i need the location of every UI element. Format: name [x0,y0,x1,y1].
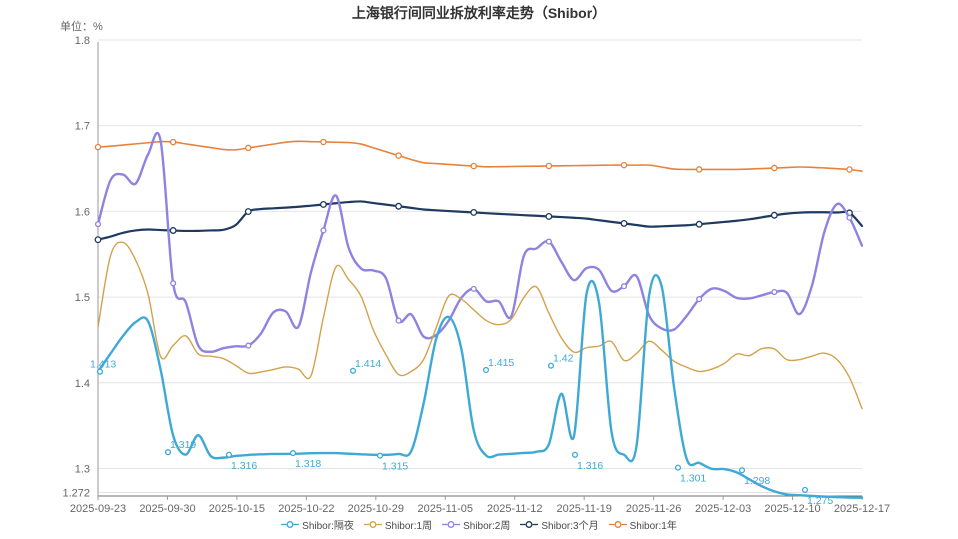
svg-text:1.319: 1.319 [170,439,196,451]
svg-text:2025-12-03: 2025-12-03 [695,503,751,515]
svg-text:1.414: 1.414 [355,358,381,370]
svg-text:1.318: 1.318 [295,458,321,470]
svg-text:2025-11-12: 2025-11-12 [487,503,542,515]
svg-text:2025-11-19: 2025-11-19 [556,503,611,515]
svg-text:2025-09-30: 2025-09-30 [139,503,195,515]
svg-text:2025-10-29: 2025-10-29 [348,503,404,515]
svg-text:2025-11-05: 2025-11-05 [418,503,473,515]
svg-text:1.5: 1.5 [75,292,90,304]
svg-text:1.316: 1.316 [577,460,603,472]
svg-text:1.42: 1.42 [553,353,574,365]
svg-text:1.6: 1.6 [75,206,90,218]
svg-text:1.3: 1.3 [75,464,90,476]
svg-text:2025-11-26: 2025-11-26 [626,503,681,515]
svg-text:1.4: 1.4 [75,378,90,390]
svg-text:2025-09-23: 2025-09-23 [70,503,126,515]
svg-text:1.7: 1.7 [75,121,90,133]
svg-text:1.298: 1.298 [744,475,770,487]
svg-text:1.415: 1.415 [488,357,514,369]
svg-text:1.272: 1.272 [62,487,90,499]
svg-text:2025-10-15: 2025-10-15 [209,503,265,515]
svg-text:2025-10-22: 2025-10-22 [278,503,334,515]
svg-text:1.413: 1.413 [90,359,116,371]
svg-text:1.301: 1.301 [680,473,706,485]
svg-text:1.316: 1.316 [231,460,257,472]
svg-text:2025-12-17: 2025-12-17 [834,503,890,515]
svg-text:1.315: 1.315 [382,461,408,473]
svg-text:1.275: 1.275 [807,495,833,507]
svg-text:1.8: 1.8 [75,35,90,47]
